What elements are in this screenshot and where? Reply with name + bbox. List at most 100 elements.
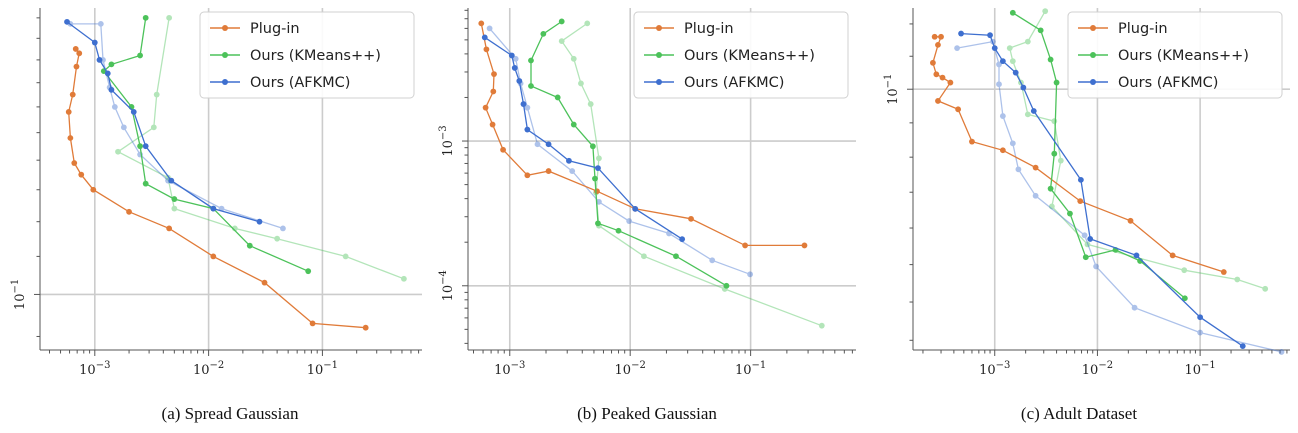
data-point xyxy=(969,138,975,145)
x-tick-label-1: 10−2 xyxy=(615,360,646,378)
data-point xyxy=(589,143,596,150)
data-point xyxy=(1047,56,1054,63)
data-point xyxy=(626,218,633,224)
data-point xyxy=(570,55,577,62)
data-point xyxy=(540,30,547,37)
data-point xyxy=(137,52,143,59)
data-point xyxy=(1181,295,1188,302)
series-line xyxy=(530,20,727,287)
caption-b: (b) Peaked Gaussian xyxy=(577,404,717,423)
data-point xyxy=(1077,176,1084,183)
data-point xyxy=(512,55,519,62)
data-point xyxy=(210,205,217,212)
data-point xyxy=(67,135,74,141)
series-line xyxy=(1008,10,1266,290)
data-point xyxy=(309,320,316,327)
data-point xyxy=(592,175,598,182)
data-point xyxy=(511,65,518,71)
data-point xyxy=(534,141,541,148)
data-point xyxy=(1015,166,1022,173)
data-point xyxy=(528,83,534,89)
data-point xyxy=(545,168,552,174)
data-point xyxy=(1032,192,1039,199)
data-point xyxy=(996,81,1002,88)
series-line xyxy=(932,36,1225,273)
data-point xyxy=(64,18,70,25)
series-line xyxy=(116,17,405,280)
x-tick-label-1: 10−2 xyxy=(193,360,224,378)
data-point xyxy=(65,109,72,115)
data-point xyxy=(142,14,149,21)
data-point xyxy=(153,91,160,98)
data-point xyxy=(520,101,527,107)
series-afkmc-main xyxy=(481,34,686,243)
data-point xyxy=(558,18,565,25)
legend-label-afkmc: Ours (AFKMC) xyxy=(1118,75,1218,91)
data-point xyxy=(595,220,601,227)
data-point xyxy=(150,124,157,131)
data-point xyxy=(130,109,137,115)
data-point xyxy=(486,25,493,32)
legend-swatch-marker-plugin xyxy=(656,25,662,31)
legend-label-kmeans: Ours (KMeans++) xyxy=(684,48,815,64)
data-point xyxy=(1239,343,1246,350)
data-point xyxy=(1053,79,1060,86)
data-point xyxy=(554,94,561,101)
data-point xyxy=(246,242,253,249)
data-point xyxy=(500,146,506,153)
x-tick-label-0: 10−3 xyxy=(494,360,525,378)
data-point xyxy=(1006,45,1013,52)
y-tick-label-0: 10−1 xyxy=(10,279,28,310)
data-point xyxy=(1131,304,1138,311)
legend-swatch-marker-plugin xyxy=(1090,25,1096,31)
data-point xyxy=(1262,285,1269,292)
data-point xyxy=(1009,9,1016,16)
data-point xyxy=(69,91,76,98)
data-point xyxy=(587,101,594,107)
data-point xyxy=(1032,164,1039,171)
data-point xyxy=(596,198,602,205)
data-point xyxy=(166,225,173,232)
chart-panel-a: 10−3 10−2 10−1 10−1 Plug-in Ours (KMeans++) Ou… xyxy=(0,0,430,400)
series-afkmc-main xyxy=(958,30,1246,350)
chart-panel-c: 10−3 10−2 10−1 10−1 Plug-in Ours (KMeans++) Ou… xyxy=(866,0,1296,400)
data-point xyxy=(1024,111,1031,118)
data-point xyxy=(935,41,941,48)
data-point xyxy=(673,253,679,260)
data-point xyxy=(1009,140,1016,147)
legend-label-afkmc: Ours (AFKMC) xyxy=(684,75,784,91)
series-line xyxy=(956,40,1282,353)
legend-swatch-marker-afkmc xyxy=(1090,79,1096,85)
data-point xyxy=(709,257,716,264)
legend-swatch-marker-kmeans xyxy=(222,52,228,58)
data-point xyxy=(1197,329,1204,336)
series-plugin-main xyxy=(930,33,1227,275)
data-point xyxy=(570,121,577,128)
data-point xyxy=(1220,269,1227,275)
legend-label-kmeans: Ours (KMeans++) xyxy=(1118,48,1249,64)
data-point xyxy=(280,225,286,232)
data-point xyxy=(362,324,369,331)
legend-swatch-marker-plugin xyxy=(222,25,228,31)
data-point xyxy=(1093,263,1099,270)
legend: Plug-in Ours (KMeans++) Ours (AFKMC) xyxy=(199,11,415,99)
x-tick-label-2: 10−1 xyxy=(735,360,766,378)
data-point xyxy=(104,70,111,77)
data-point xyxy=(999,147,1006,154)
legend: Plug-in Ours (KMeans++) Ours (AFKMC) xyxy=(633,11,849,99)
data-point xyxy=(615,227,622,234)
data-point xyxy=(274,235,281,242)
series-kmeans-main xyxy=(1009,9,1188,302)
data-point xyxy=(1278,349,1285,355)
legend-label-plugin: Plug-in xyxy=(1118,21,1168,37)
data-point xyxy=(478,20,485,27)
data-point xyxy=(1042,8,1049,15)
chart-svg-c: 10−3 10−2 10−1 10−1 Plug-in Ours (KMeans++) Ou… xyxy=(883,8,1290,378)
data-point xyxy=(991,45,998,52)
legend-swatch-marker-kmeans xyxy=(1090,52,1096,58)
x-tick-label-0: 10−3 xyxy=(79,360,110,378)
data-point xyxy=(171,196,178,202)
data-point xyxy=(256,218,263,225)
data-point xyxy=(1133,252,1140,259)
data-point xyxy=(1067,210,1073,217)
